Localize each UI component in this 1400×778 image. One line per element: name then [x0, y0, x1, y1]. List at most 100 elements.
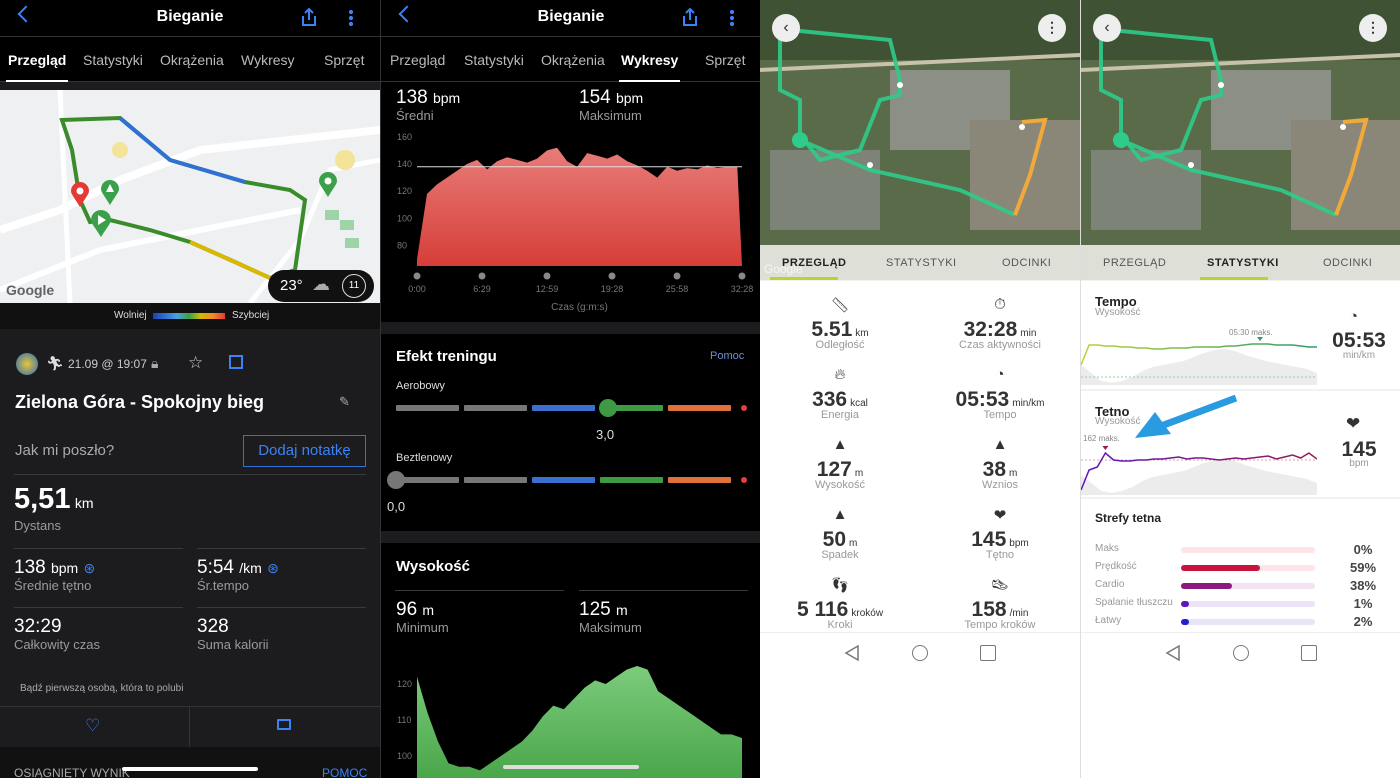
hr-subtitle: Wysokość [1095, 416, 1141, 427]
value: 05:53 [955, 388, 1010, 411]
back-button[interactable]: ‹ [772, 14, 800, 42]
satellite-route-map[interactable] [1081, 0, 1400, 280]
edit-icon[interactable]: ✎ [339, 394, 350, 409]
share-icon[interactable] [681, 7, 699, 27]
scale-segment [741, 405, 747, 411]
zone-row: Cardio 38% [1095, 578, 1395, 593]
tempo-chart[interactable] [1081, 325, 1317, 385]
garmin-charts-screen: Bieganie Przegląd Statystyki Okrążenia W… [380, 0, 760, 778]
stat-value: 5:54 [197, 557, 234, 578]
zone-row: Prędkość 59% [1095, 560, 1395, 575]
garmin-overview-screen: Bieganie Przegląd Statystyki Okrążenia W… [0, 0, 380, 778]
hr-avg-label: Średni [396, 108, 434, 123]
suunto-stats-screen: ‹ ⋮ PRZEGLĄD STATYSTYKI ODCINKI Tempo Wy… [1080, 0, 1400, 778]
tab-charts[interactable]: Wykresy [241, 52, 295, 68]
achievement-label: OSIĄGNIĘTY WYNIK [14, 766, 130, 778]
add-note-button[interactable]: Dodaj notatkę [243, 435, 366, 467]
tab-overview[interactable]: PRZEGLĄD [1103, 257, 1167, 269]
nav-recents-icon[interactable] [980, 645, 996, 661]
tab-gear[interactable]: Sprzęt [324, 52, 365, 68]
stat-label: Wznios [981, 479, 1019, 491]
heart-rate-small-chart[interactable] [1081, 435, 1317, 495]
max-marker [1257, 337, 1264, 341]
tab-charts[interactable]: Wykresy [618, 52, 681, 82]
add-photo-icon[interactable] [229, 355, 243, 369]
unit: min [1020, 328, 1037, 339]
tab-overview[interactable]: PRZEGLĄD [782, 257, 847, 269]
tab-bar: Przegląd Statystyki Okrążenia Wykresy Sp… [0, 36, 380, 82]
tab-stats[interactable]: Statystyki [464, 52, 524, 68]
stat-value: 336 kcal [765, 388, 915, 412]
nav-back-icon[interactable] [1165, 644, 1181, 662]
tab-segments[interactable]: ODCINKI [1323, 257, 1373, 269]
help-link[interactable]: POMOC [322, 766, 368, 778]
tempo-title: Tempo [1095, 294, 1137, 309]
heart-monitor-icon[interactable]: ⊛ [83, 560, 96, 576]
unit: m [615, 602, 628, 618]
help-link[interactable]: Pomoc [710, 350, 745, 362]
stat-value: 145 bpm [925, 528, 1075, 552]
value: 96 [396, 599, 418, 620]
y-tick-label: 110 [397, 715, 411, 725]
max-marker [1102, 446, 1109, 450]
y-tick-label: 100 [397, 751, 412, 761]
tab-stats[interactable]: STATYSTYKI [886, 257, 957, 269]
stat-value: 5.51 km [765, 318, 915, 342]
share-icon[interactable] [300, 7, 318, 27]
descent-icon: ▲ [832, 506, 848, 523]
more-button[interactable]: ⋮ [1359, 14, 1387, 42]
note-prompt: Jak mi poszło? [15, 442, 115, 459]
nav-home-icon[interactable] [912, 645, 928, 661]
distance-label: Dystans [14, 518, 61, 533]
tab-bar [1081, 245, 1400, 281]
home-indicator[interactable] [503, 765, 639, 769]
tab-gear[interactable]: Sprzęt [705, 52, 746, 68]
x-axis-label: Czas (g:m:s) [551, 302, 608, 313]
speedometer-icon: ◔ [1349, 308, 1359, 325]
tab-stats[interactable]: STATYSTYKI [1207, 257, 1279, 269]
home-indicator[interactable] [122, 767, 258, 771]
avatar[interactable] [16, 353, 38, 375]
scale-segment [741, 477, 747, 483]
lock-icon[interactable]: 🔒︎ [151, 355, 159, 371]
tab-bar [760, 245, 1080, 281]
tab-stats[interactable]: Statystyki [83, 52, 143, 68]
x-tick-dot [673, 272, 681, 280]
more-icon[interactable] [349, 9, 353, 27]
scale-segment [600, 405, 663, 411]
tab-laps[interactable]: Okrążenia [541, 52, 605, 68]
aerobic-value: 3,0 [596, 427, 615, 442]
route-map[interactable]: Google 23° ☁ 11 [0, 89, 380, 305]
zone-label: Łatwy [1095, 615, 1122, 626]
elevation-min-label: Minimum [396, 620, 449, 635]
comment-button[interactable] [190, 707, 380, 747]
anaerobic-label: Beztlenowy [396, 452, 453, 464]
elevation-background [1081, 349, 1317, 385]
elevation-chart[interactable]: 100 110 120 [381, 650, 760, 778]
nav-home-icon[interactable] [1233, 645, 1249, 661]
y-tick-label: 80 [397, 241, 407, 251]
tab-overview[interactable]: Przegląd [5, 52, 69, 82]
more-button[interactable]: ⋮ [1038, 14, 1066, 42]
annotation-arrow [1135, 394, 1238, 438]
nav-back-icon[interactable] [844, 644, 860, 662]
scale-segment [396, 477, 459, 483]
zones-title: Strefy tetna [1095, 511, 1162, 525]
back-button[interactable]: ‹ [1093, 14, 1121, 42]
satellite-route-map[interactable] [760, 0, 1080, 280]
heart-rate-chart[interactable]: 80 100 120 140 160 0:00 6:29 12:59 19:28 25:58 32:… [381, 130, 760, 320]
x-tick-dot [608, 272, 616, 280]
unit: kroków [851, 608, 884, 619]
tab-laps[interactable]: Okrążenia [160, 52, 224, 68]
stat-label: Odległość [815, 339, 865, 351]
like-button[interactable]: ♡ [0, 707, 189, 747]
nav-recents-icon[interactable] [1301, 645, 1317, 661]
star-icon[interactable]: ☆ [188, 353, 204, 372]
tab-segments[interactable]: ODCINKI [1002, 257, 1052, 269]
zone-bar-track [1181, 619, 1315, 625]
heart-rate-icon: ❤ [993, 507, 1007, 524]
heart-monitor-icon[interactable]: ⊛ [267, 560, 279, 576]
more-icon[interactable] [730, 9, 734, 27]
tab-overview[interactable]: Przegląd [390, 52, 446, 68]
stat-label: Wysokość [814, 479, 866, 491]
